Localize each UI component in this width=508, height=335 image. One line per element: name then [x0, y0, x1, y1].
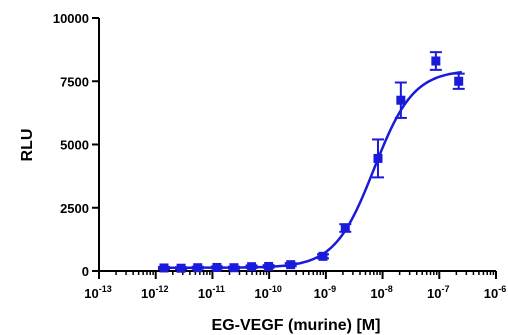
axes: 0 2500 5000 7500 10000 10-13 10-12 10-11 10-10 10…: [53, 11, 506, 301]
x-tick-label: 10-7: [427, 284, 449, 301]
x-tick-label: 10-9: [314, 284, 336, 301]
y-tick-label: 7500: [60, 74, 89, 89]
data-point: [454, 76, 464, 86]
y-tick-label: 0: [82, 264, 89, 279]
data-point: [396, 95, 406, 105]
x-tick-label: 10-12: [141, 284, 168, 301]
data-point: [318, 251, 328, 261]
y-axis-title: RLU: [19, 129, 36, 162]
x-tick-label: 10-11: [198, 284, 225, 301]
data-point: [286, 260, 296, 270]
y-tick-label: 10000: [53, 11, 89, 26]
data-point: [193, 263, 203, 273]
x-tick-label: 10-8: [370, 284, 392, 301]
data-points: [158, 51, 465, 273]
data-point: [264, 261, 274, 271]
y-tick-label: 2500: [60, 201, 89, 216]
data-point: [159, 263, 169, 273]
data-point: [431, 56, 441, 66]
x-tick-label: 10-10: [254, 284, 281, 301]
data-point: [176, 263, 186, 273]
x-tick-label: 10-6: [484, 284, 506, 301]
data-point: [373, 153, 383, 163]
data-point: [247, 262, 257, 272]
x-tick-label: 10-13: [84, 284, 111, 301]
fit-curve-group: [160, 70, 462, 269]
data-point: [229, 263, 239, 273]
data-point: [340, 223, 350, 233]
y-tick-label: 5000: [60, 138, 89, 153]
fit-curve: [160, 70, 462, 269]
data-point: [212, 262, 222, 272]
x-axis-title: EG-VEGF (murine) [M]: [212, 317, 381, 334]
